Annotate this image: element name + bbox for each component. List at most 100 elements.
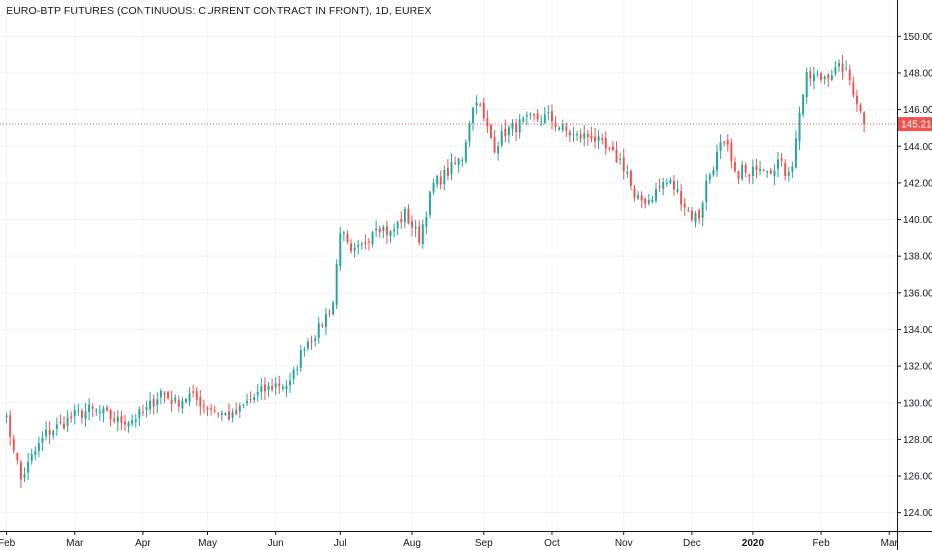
candle-up [30, 454, 33, 461]
candle-up [425, 216, 428, 227]
candle-down [310, 341, 313, 343]
y-tick-label: 150.00 [903, 32, 932, 43]
candle-up [353, 248, 356, 251]
candle-down [141, 411, 144, 413]
candle-up [773, 170, 776, 177]
candle-up [457, 158, 460, 165]
y-tick-label: 138.00 [903, 252, 932, 263]
x-tick-label: Jun [268, 538, 284, 549]
candle-up [224, 413, 227, 415]
candle-down [210, 408, 213, 410]
candle-down [730, 142, 733, 162]
candle-up [576, 134, 579, 136]
candle-down [202, 405, 205, 407]
x-tick-label: Mar [66, 538, 84, 549]
candle-down [690, 210, 693, 220]
candles [5, 54, 866, 488]
candle-up [55, 424, 58, 429]
candle-up [306, 341, 309, 349]
candle-up [572, 133, 575, 135]
candle-up [324, 314, 327, 328]
candle-down [536, 113, 539, 120]
candle-down [199, 397, 202, 407]
candle-up [655, 189, 658, 201]
candle-up [794, 138, 797, 168]
candle-up [421, 224, 424, 245]
candle-up [267, 385, 270, 391]
candle-down [611, 146, 614, 151]
candle-down [63, 423, 65, 429]
candle-up [475, 102, 478, 106]
x-tick-label: Nov [615, 538, 633, 549]
candle-down [859, 104, 862, 112]
candle-down [106, 407, 109, 411]
candle-down [192, 391, 195, 393]
x-tick-label: Apr [135, 538, 151, 549]
candle-down [489, 124, 492, 138]
candle-down [19, 462, 22, 480]
y-tick-label: 124.00 [903, 508, 932, 519]
candle-down [744, 164, 747, 173]
candle-up [84, 411, 87, 420]
candle-down [163, 392, 166, 395]
candle-up [518, 119, 521, 133]
candle-down [554, 122, 557, 127]
candle-down [784, 163, 787, 176]
y-tick-label: 126.00 [903, 472, 932, 483]
candle-down [213, 410, 216, 412]
candle-up [149, 400, 152, 410]
candle-up [805, 72, 808, 98]
candle-down [550, 111, 553, 122]
candle-up [23, 474, 26, 478]
candle-down [723, 141, 726, 143]
candle-up [45, 429, 48, 437]
candle-down [249, 399, 252, 401]
candle-down [12, 438, 15, 451]
candle-down [278, 383, 281, 387]
candle-up [131, 420, 134, 424]
candle-up [766, 171, 769, 173]
candle-up [798, 112, 801, 142]
candle-down [439, 176, 442, 185]
candle-up [665, 182, 668, 184]
candle-down [235, 409, 238, 415]
candle-down [841, 63, 844, 72]
candle-down [672, 181, 675, 190]
y-tick-label: 134.00 [903, 325, 932, 336]
candle-down [59, 421, 62, 423]
x-tick-label: Dec [683, 538, 701, 549]
candle-up [716, 151, 718, 171]
candle-up [231, 412, 234, 418]
x-tick-label: May [198, 538, 217, 549]
candle-down [698, 210, 701, 219]
candle-down [769, 170, 772, 174]
y-tick-label: 144.00 [903, 142, 932, 153]
candle-down [809, 71, 812, 79]
candle-up [102, 408, 105, 414]
candle-up [708, 174, 711, 180]
candle-up [500, 131, 503, 146]
candle-down [91, 406, 94, 409]
candle-up [669, 179, 672, 184]
candle-up [414, 226, 417, 229]
candle-up [335, 264, 338, 305]
candle-up [127, 422, 130, 427]
candle-down [683, 203, 686, 208]
candle-down [533, 114, 536, 116]
chart-title: EURO-BTP FUTURES (CONTINUOUS: CURRENT CO… [6, 5, 432, 17]
candle-up [777, 159, 779, 169]
candle-up [443, 169, 446, 185]
candle-up [375, 228, 378, 231]
candle-down [827, 74, 830, 79]
candle-down [328, 313, 331, 315]
candle-up [314, 338, 317, 341]
candle-down [633, 188, 636, 198]
candle-up [662, 182, 665, 189]
candle-up [5, 415, 8, 417]
candle-up [432, 182, 435, 192]
candle-up [561, 124, 564, 131]
candle-up [181, 400, 184, 409]
